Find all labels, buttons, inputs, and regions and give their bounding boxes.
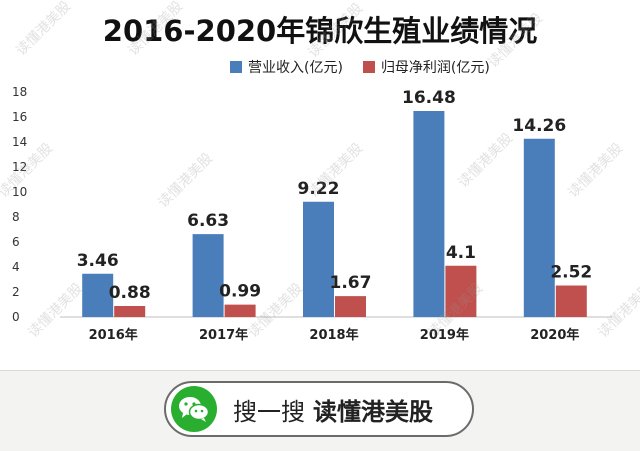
chart-title: 2016-2020年锦欣生殖业绩情况 <box>102 14 538 48</box>
chart-legend: 营业收入(亿元) 归母净利润(亿元) <box>230 57 490 77</box>
data-label-revenue: 9.22 <box>298 179 340 199</box>
y-tick-label: 14 <box>12 135 27 149</box>
bar-revenue <box>192 234 224 317</box>
y-tick-label: 16 <box>12 110 27 124</box>
legend-item-profit: 归母净利润(亿元) <box>362 57 490 77</box>
legend-swatch-revenue <box>230 61 242 73</box>
data-label-revenue: 3.46 <box>77 251 119 271</box>
wechat-icon <box>171 386 217 432</box>
legend-label-profit: 归母净利润(亿元) <box>380 60 490 76</box>
y-tick-label: 0 <box>12 310 20 324</box>
data-label-revenue: 6.63 <box>187 211 229 231</box>
y-tick-label: 6 <box>12 235 20 249</box>
bar-revenue <box>413 111 445 317</box>
legend-swatch-profit <box>362 61 375 73</box>
data-label-profit: 2.52 <box>550 263 592 283</box>
y-tick-label: 4 <box>12 260 20 274</box>
data-label-revenue: 16.48 <box>402 88 456 108</box>
data-label-profit: 0.88 <box>109 283 151 303</box>
bar-revenue <box>303 201 334 317</box>
bar-chart-plot: 0 2 4 6 8 10 12 14 16 18 3.46 0.88 2016年 6.63 0.99 2017… <box>12 85 612 343</box>
bar-profit <box>114 306 146 317</box>
data-label-profit: 0.99 <box>219 282 261 302</box>
bar-profit <box>224 304 256 317</box>
data-label-revenue: 14.26 <box>512 116 566 136</box>
x-tick-label: 2018年 <box>309 327 358 343</box>
y-tick-label: 8 <box>12 210 20 224</box>
y-tick-label: 12 <box>12 160 27 174</box>
search-pill[interactable]: 搜一搜 读懂港美股 <box>164 381 474 437</box>
search-brand: 读懂港美股 <box>313 397 433 426</box>
bar-revenue <box>82 273 114 317</box>
legend-label-revenue: 营业收入(亿元) <box>248 60 343 76</box>
bar-revenue <box>523 138 555 317</box>
x-tick-label: 2016年 <box>89 327 138 343</box>
legend-item-revenue: 营业收入(亿元) <box>230 57 343 77</box>
data-label-profit: 1.67 <box>330 273 372 293</box>
x-tick-label: 2019年 <box>420 327 469 343</box>
bar-profit <box>555 285 587 317</box>
y-tick-label: 2 <box>12 285 20 299</box>
data-label-profit: 4.1 <box>446 243 476 263</box>
y-tick-label: 10 <box>12 185 27 199</box>
bar-profit <box>335 296 366 317</box>
x-tick-label: 2017年 <box>199 327 248 343</box>
bar-profit <box>445 265 477 317</box>
x-tick-label: 2020年 <box>530 327 579 343</box>
footer-banner: 搜一搜 读懂港美股 <box>0 371 640 451</box>
chart-area: 2016-2020年锦欣生殖业绩情况 营业收入(亿元) 归母净利润(亿元) 0 2… <box>0 14 640 371</box>
search-prefix: 搜一搜 <box>233 397 305 426</box>
y-tick-label: 18 <box>12 85 27 99</box>
search-text: 搜一搜 读懂港美股 <box>233 392 433 427</box>
